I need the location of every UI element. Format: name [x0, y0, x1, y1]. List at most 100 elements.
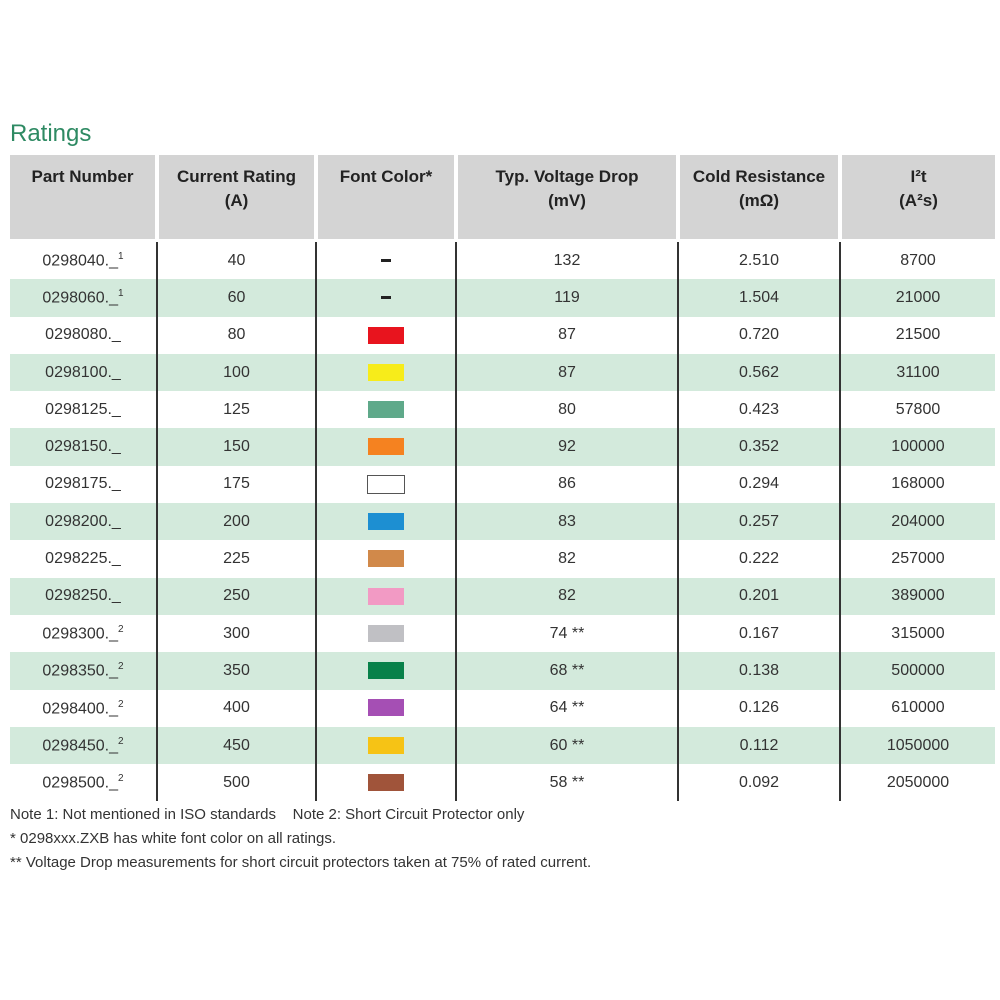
- voltage-drop-cell: 83: [455, 503, 678, 541]
- i2t-cell: 204000: [839, 503, 995, 541]
- table-row: 0298060._1 60 119 1.504 21000: [10, 279, 995, 317]
- current-rating-cell: 175: [156, 465, 316, 504]
- voltage-drop-cell: 60 **: [455, 726, 678, 765]
- header-label: Part Number: [31, 167, 134, 186]
- table-row: 0298125._ 125 80 0.423 57800: [10, 391, 995, 429]
- cold-resistance-cell: 0.126: [677, 689, 840, 727]
- column-header: Current Rating (A): [155, 155, 316, 242]
- color-swatch: [368, 774, 404, 792]
- i2t-cell: 21000: [839, 279, 995, 317]
- part-number: 0298250._: [45, 587, 121, 605]
- ratings-table: Part Number Current Rating (A) Font Color* T…: [10, 155, 995, 802]
- cold-resistance-cell: 1.504: [677, 279, 840, 317]
- font-color-cell: [315, 391, 456, 429]
- part-number: 0298300._: [42, 625, 119, 643]
- part-number: 0298080._: [45, 326, 121, 344]
- i2t-cell: 21500: [839, 316, 995, 354]
- cold-resistance-cell: 0.294: [677, 465, 840, 504]
- part-number-cell: 0298150._: [10, 428, 157, 466]
- cold-resistance-cell: 0.352: [677, 428, 840, 466]
- column-header: Font Color*: [314, 155, 456, 242]
- table-row: 0298150._ 150 92 0.352 100000: [10, 428, 995, 466]
- color-swatch: [368, 438, 404, 456]
- dash-icon: [381, 258, 391, 262]
- current-rating-cell: 450: [156, 726, 316, 765]
- font-color-cell: [315, 577, 456, 615]
- footnote-marker: 2: [118, 735, 124, 747]
- section-title: Ratings: [10, 120, 92, 147]
- font-color-cell: [315, 614, 456, 653]
- current-rating-cell: 100: [156, 353, 316, 392]
- i2t-cell: 8700: [839, 240, 995, 280]
- part-number-cell: 0298200._: [10, 503, 157, 541]
- voltage-drop-cell: 119: [455, 279, 678, 317]
- note-2: * 0298xxx.ZXB has white font color on al…: [10, 830, 337, 847]
- footnote-marker: 2: [118, 661, 124, 673]
- part-number-cell: 0298250._: [10, 577, 157, 615]
- color-swatch: [368, 401, 404, 419]
- header-label: Typ. Voltage Drop: [495, 167, 639, 186]
- font-color-cell: [315, 465, 456, 504]
- part-number: 0298125._: [45, 400, 121, 418]
- font-color-cell: [315, 240, 456, 280]
- i2t-cell: 100000: [839, 428, 995, 466]
- voltage-drop-cell: 80: [455, 391, 678, 429]
- i2t-cell: 1050000: [839, 726, 995, 765]
- header-label: I²t: [910, 167, 927, 186]
- note-3: ** Voltage Drop measurements for short c…: [10, 854, 592, 871]
- current-rating-cell: 500: [156, 764, 316, 802]
- voltage-drop-cell: 68 **: [455, 652, 678, 690]
- current-rating-cell: 225: [156, 540, 316, 578]
- color-swatch: [368, 624, 404, 642]
- part-number-cell: 0298040._1: [10, 241, 157, 280]
- voltage-drop-cell: 132: [455, 240, 678, 280]
- color-swatch: [368, 587, 404, 605]
- i2t-cell: 2050000: [839, 764, 995, 802]
- current-rating-cell: 250: [156, 577, 316, 615]
- header-row: Part Number Current Rating (A) Font Color* T…: [10, 155, 995, 242]
- i2t-cell: 168000: [839, 465, 995, 504]
- footnote-marker: 2: [118, 623, 124, 635]
- voltage-drop-cell: 87: [455, 353, 678, 392]
- table-row: 0298400._2 400 64 ** 0.126 610000: [10, 689, 995, 727]
- part-number: 0298150._: [45, 438, 121, 456]
- current-rating-cell: 400: [156, 689, 316, 727]
- footnote-marker: 2: [118, 773, 124, 785]
- table-row: 0298350._2 350 68 ** 0.138 500000: [10, 652, 995, 690]
- i2t-cell: 31100: [839, 353, 995, 392]
- cold-resistance-cell: 0.562: [677, 353, 840, 392]
- part-number: 0298100._: [45, 363, 121, 381]
- font-color-cell: [315, 540, 456, 578]
- part-number: 0298350._: [42, 662, 119, 680]
- color-swatch: [368, 699, 404, 717]
- cold-resistance-cell: 0.257: [677, 503, 840, 541]
- part-number: 0298060._: [42, 289, 119, 307]
- color-swatch: [368, 736, 404, 754]
- cold-resistance-cell: 2.510: [677, 240, 840, 280]
- part-number-cell: 0298350._2: [10, 652, 157, 690]
- header-label: Cold Resistance: [692, 167, 826, 186]
- color-swatch: [368, 662, 404, 680]
- header-label: Font Color*: [339, 167, 433, 186]
- header-label: (A): [224, 191, 249, 210]
- part-number: 0298175._: [45, 475, 121, 493]
- voltage-drop-cell: 74 **: [455, 614, 678, 653]
- footnote-marker: 1: [118, 288, 124, 300]
- table-row: 0298450._2 450 60 ** 0.112 1050000: [10, 726, 995, 765]
- color-swatch: [368, 512, 404, 530]
- part-number: 0298225._: [45, 550, 121, 568]
- table-row: 0298100._ 100 87 0.562 31100: [10, 353, 995, 392]
- current-rating-cell: 40: [156, 240, 316, 280]
- part-number-cell: 0298225._: [10, 540, 157, 577]
- voltage-drop-cell: 82: [455, 577, 678, 615]
- table-row: 0298040._1 40 132 2.510 8700: [10, 240, 995, 280]
- table-row: 0298225._ 225 82 0.222 257000: [10, 540, 995, 578]
- i2t-cell: 57800: [839, 391, 995, 429]
- color-swatch: [368, 550, 404, 568]
- part-number: 0298450._: [42, 737, 119, 755]
- part-number: 0298200._: [45, 512, 121, 530]
- table-row: 0298500._2 500 58 ** 0.092 2050000: [10, 764, 995, 802]
- i2t-cell: 389000: [839, 577, 995, 615]
- column-header: I²t (A²s): [838, 155, 995, 242]
- voltage-drop-cell: 87: [455, 316, 678, 354]
